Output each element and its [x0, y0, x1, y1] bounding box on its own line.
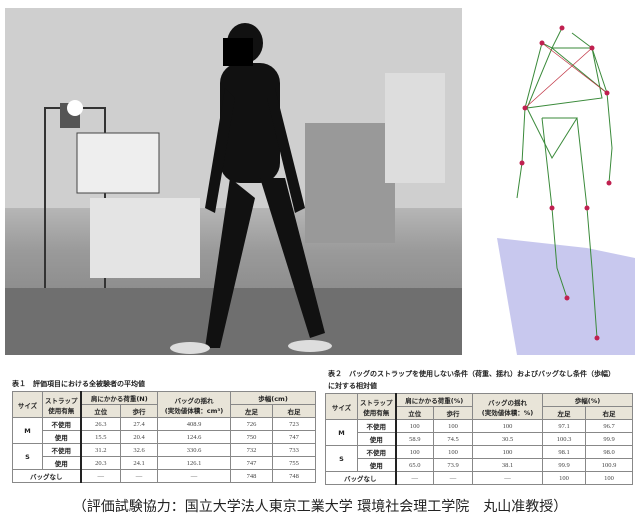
- skeleton-3d-view: [497, 8, 635, 355]
- header-sway: バッグの揺れ (実効値体積：cm³): [157, 391, 232, 418]
- motion-capture-photo: [5, 8, 462, 355]
- table-row: 使用 20.3 24.1 126.1 747 755: [13, 456, 317, 470]
- header-stand: 立位: [395, 406, 434, 420]
- header-left: 左足: [542, 406, 586, 420]
- header-stand: 立位: [80, 404, 121, 418]
- table2-title-line2: に対する相対値: [328, 382, 377, 390]
- table-row: 使用 15.5 20.4 124.6 750 747: [13, 430, 317, 444]
- lab-scene: [5, 8, 462, 355]
- header-left: 左足: [230, 404, 274, 418]
- header-size: サイズ: [12, 391, 43, 418]
- header-load: 肩にかかる荷重(%): [395, 393, 473, 407]
- table-row: 使用 65.0 73.9 38.1 99.9 100.9: [326, 458, 633, 472]
- caption: （評価試験協力：国立大学法人東京工業大学 環境社会理工学院 丸山准教授）: [72, 499, 568, 515]
- table-row: S 不使用 31.2 32.6 330.6 732 733: [12, 443, 317, 470]
- table1-title: 表１ 評価項目における全被験者の平均値: [12, 380, 145, 388]
- table2-title: 表２ バッグのストラップを使用しない条件（荷重、揺れ）およびバッグなし条件（歩幅…: [328, 370, 615, 378]
- header-right: 右足: [585, 406, 633, 420]
- header-strap: ストラップ使用有無: [357, 393, 397, 420]
- table-row: M 不使用 100 100 100 97.1 96.7: [325, 419, 633, 446]
- table-row: バッグなし — — —100 100: [325, 471, 633, 485]
- table1: サイズ ストラップ使用有無 肩にかかる荷重(N) バッグの揺れ (実効値体積：cm³) 歩…: [12, 391, 317, 483]
- header-size: サイズ: [325, 393, 358, 420]
- table-row: バッグなし — — —748 748: [12, 469, 317, 483]
- header-walk: 歩行: [433, 406, 473, 420]
- header-strap: ストラップ使用有無: [42, 391, 82, 418]
- header-right: 右足: [272, 404, 317, 418]
- header-stride: 歩幅(cm): [230, 391, 317, 405]
- header-stride: 歩幅(%): [542, 393, 633, 407]
- table-row: 使用 58.9 74.5 30.5 100.3 99.9: [326, 432, 633, 446]
- table2: サイズ ストラップ使用有無 肩にかかる荷重(%) バッグの揺れ (実効値体積：%) 歩幅(…: [325, 393, 633, 485]
- header-walk: 歩行: [119, 404, 159, 418]
- table-row: S 不使用 100 100 100 98.1 98.0: [325, 445, 633, 472]
- header-load: 肩にかかる荷重(N): [79, 391, 159, 405]
- header-sway: バッグの揺れ (実効値体積：%): [472, 393, 543, 420]
- table-row: M 不使用 26.3 27.4 408.9 726 723: [12, 417, 317, 444]
- skeleton-figure: [497, 25, 635, 355]
